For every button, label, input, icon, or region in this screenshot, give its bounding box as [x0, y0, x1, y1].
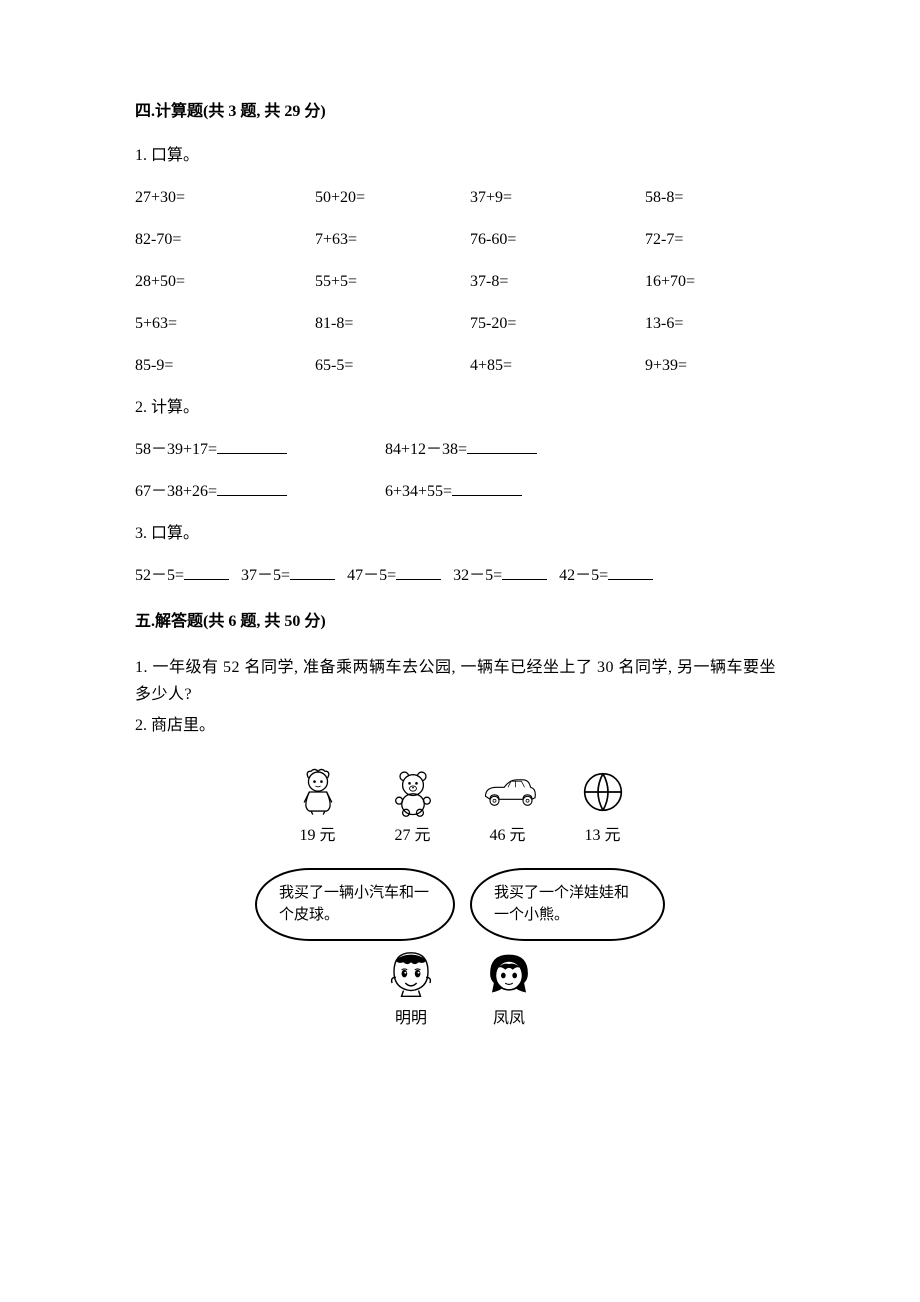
five-item: 42－5=	[559, 564, 653, 588]
characters-row: 明明 凤凤	[135, 949, 785, 1031]
item-price: 13 元	[584, 824, 620, 848]
character-name: 凤凤	[493, 1007, 525, 1031]
grid-cell: 76-60=	[470, 228, 645, 252]
q5-2-label: 2. 商店里。	[135, 712, 785, 739]
grid-cell: 5+63=	[135, 312, 315, 336]
grid-row: 27+30= 50+20= 37+9= 58-8=	[135, 186, 785, 210]
blank-underline	[217, 438, 287, 454]
section5-header: 五.解答题(共 6 题, 共 50 分)	[135, 610, 785, 634]
item-price: 46 元	[489, 824, 525, 848]
car-icon	[478, 765, 538, 820]
speech-bubbles-row: 我买了一辆小汽车和一个皮球。 我买了一个洋娃娃和一个小熊。	[135, 868, 785, 941]
blank-underline	[502, 564, 547, 580]
five-item: 32－5=	[453, 564, 547, 588]
grid-row: 5+63= 81-8= 75-20= 13-6=	[135, 312, 785, 336]
pair-cell: 84+12－38=	[385, 438, 635, 462]
q4-3-label: 3. 口算。	[135, 522, 785, 546]
character-name: 明明	[395, 1007, 427, 1031]
grid-cell: 72-7=	[645, 228, 785, 252]
grid-cell: 7+63=	[315, 228, 470, 252]
expr: 52－5=	[135, 567, 184, 584]
expr: 6+34+55=	[385, 483, 452, 500]
q5-2-illustration: 19 元 27 元	[135, 765, 785, 1031]
store-item-bear: 27 元	[383, 765, 443, 848]
bear-icon	[383, 765, 443, 820]
five-item: 37－5=	[241, 564, 335, 588]
problem-text: 1. 一年级有 52 名同学, 准备乘两辆车去公园, 一辆车已经坐上了 30 名…	[135, 659, 776, 703]
grid-cell: 37+9=	[470, 186, 645, 210]
item-price: 27 元	[394, 824, 430, 848]
section4-header: 四.计算题(共 3 题, 共 29 分)	[135, 100, 785, 124]
store-item-car: 46 元	[478, 765, 538, 848]
speech-bubble-mingming: 我买了一辆小汽车和一个皮球。	[255, 868, 455, 941]
pair-cell: 67－38+26=	[135, 480, 385, 504]
grid-cell: 28+50=	[135, 270, 315, 294]
expr: 58－39+17=	[135, 441, 217, 458]
grid-cell: 50+20=	[315, 186, 470, 210]
grid-row: 85-9= 65-5= 4+85= 9+39=	[135, 354, 785, 378]
doll-icon	[288, 765, 348, 820]
blank-underline	[396, 564, 441, 580]
blank-underline	[467, 438, 537, 454]
q5-1-text: 1. 一年级有 52 名同学, 准备乘两辆车去公园, 一辆车已经坐上了 30 名…	[135, 654, 785, 708]
grid-row: 82-70= 7+63= 76-60= 72-7=	[135, 228, 785, 252]
blank-underline	[608, 564, 653, 580]
grid-cell: 4+85=	[470, 354, 645, 378]
blank-underline	[184, 564, 229, 580]
grid-cell: 81-8=	[315, 312, 470, 336]
pair-cell: 58－39+17=	[135, 438, 385, 462]
grid-cell: 85-9=	[135, 354, 315, 378]
store-items-row: 19 元 27 元	[135, 765, 785, 848]
pair-cell: 6+34+55=	[385, 480, 635, 504]
grid-cell: 58-8=	[645, 186, 785, 210]
expr: 67－38+26=	[135, 483, 217, 500]
grid-row: 28+50= 55+5= 37-8= 16+70=	[135, 270, 785, 294]
q4-1-grid: 27+30= 50+20= 37+9= 58-8= 82-70= 7+63= 7…	[135, 186, 785, 378]
expr: 42－5=	[559, 567, 608, 584]
grid-cell: 9+39=	[645, 354, 785, 378]
q4-3-row: 52－5= 37－5= 47－5= 32－5= 42－5=	[135, 564, 785, 588]
q4-1-label: 1. 口算。	[135, 144, 785, 168]
grid-cell: 65-5=	[315, 354, 470, 378]
speech-bubble-fengfeng: 我买了一个洋娃娃和一个小熊。	[470, 868, 665, 941]
character-fengfeng: 凤凤	[480, 949, 538, 1031]
store-item-ball: 13 元	[573, 765, 633, 848]
grid-cell: 37-8=	[470, 270, 645, 294]
blank-underline	[217, 480, 287, 496]
blank-underline	[452, 480, 522, 496]
ball-icon	[573, 765, 633, 820]
girl-face-icon	[480, 949, 538, 1001]
boy-face-icon	[382, 949, 440, 1001]
store-item-doll: 19 元	[288, 765, 348, 848]
expr: 37－5=	[241, 567, 290, 584]
five-item: 47－5=	[347, 564, 441, 588]
grid-cell: 13-6=	[645, 312, 785, 336]
q4-2-grid: 58－39+17= 84+12－38= 67－38+26= 6+34+55=	[135, 438, 785, 504]
grid-cell: 16+70=	[645, 270, 785, 294]
expr: 84+12－38=	[385, 441, 467, 458]
item-price: 19 元	[299, 824, 335, 848]
grid-cell: 75-20=	[470, 312, 645, 336]
q4-2-label: 2. 计算。	[135, 396, 785, 420]
grid-cell: 27+30=	[135, 186, 315, 210]
pair-row: 58－39+17= 84+12－38=	[135, 438, 785, 462]
expr: 32－5=	[453, 567, 502, 584]
expr: 47－5=	[347, 567, 396, 584]
grid-cell: 82-70=	[135, 228, 315, 252]
character-mingming: 明明	[382, 949, 440, 1031]
pair-row: 67－38+26= 6+34+55=	[135, 480, 785, 504]
five-item: 52－5=	[135, 564, 229, 588]
grid-cell: 55+5=	[315, 270, 470, 294]
blank-underline	[290, 564, 335, 580]
